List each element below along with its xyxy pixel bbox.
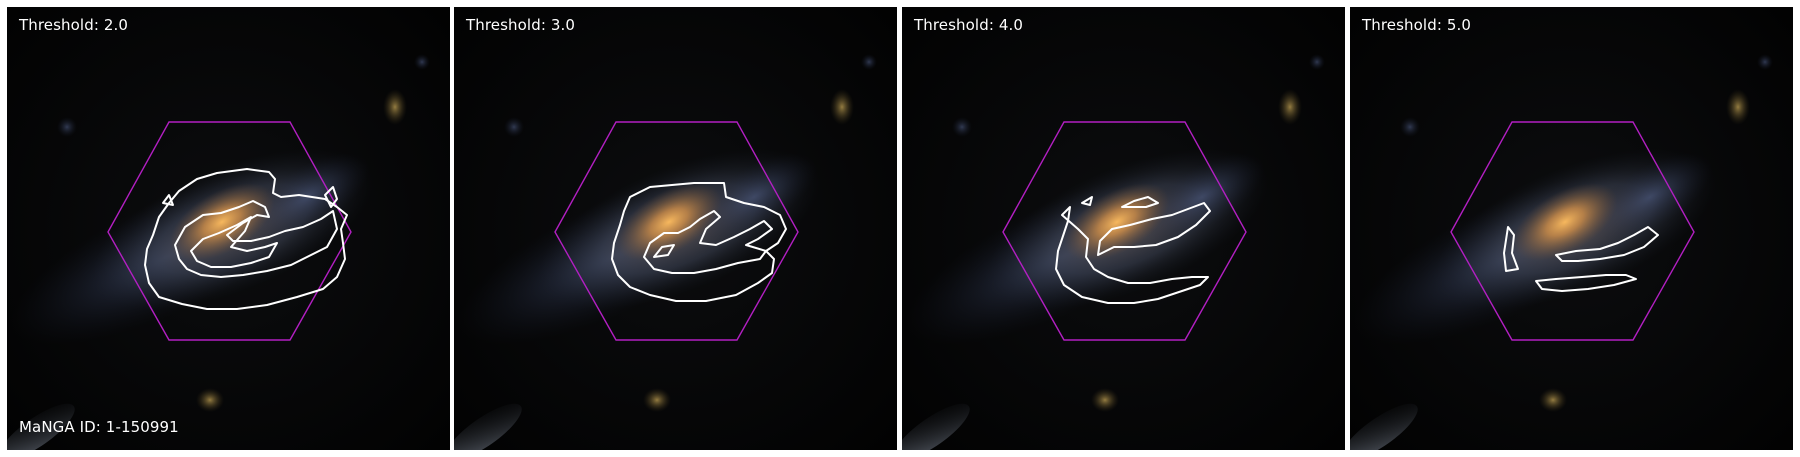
galaxy-image xyxy=(7,7,450,450)
contour-lines xyxy=(144,168,348,310)
threshold-label: Threshold: 5.0 xyxy=(1362,16,1471,34)
panel-threshold-4: Threshold: 4.0 xyxy=(902,7,1345,450)
panel-threshold-3: Threshold: 3.0 xyxy=(454,7,897,450)
contour-lines xyxy=(1503,226,1659,292)
galaxy-image xyxy=(454,7,897,450)
panel-threshold-2: Threshold: 2.0 MaNGA ID: 1-150991 xyxy=(7,7,450,450)
ifu-hexagon xyxy=(554,121,799,341)
ifu-hexagon xyxy=(1450,121,1695,341)
threshold-label: Threshold: 4.0 xyxy=(914,16,1023,34)
galaxy-image xyxy=(902,7,1345,450)
ifu-hexagon xyxy=(107,121,352,341)
threshold-label: Threshold: 3.0 xyxy=(466,16,575,34)
threshold-label: Threshold: 2.0 xyxy=(19,16,128,34)
galaxy-image xyxy=(1350,7,1793,450)
manga-id-label: MaNGA ID: 1-150991 xyxy=(19,418,179,436)
contour-lines xyxy=(611,182,787,302)
panel-threshold-5: Threshold: 5.0 xyxy=(1350,7,1793,450)
ifu-hexagon xyxy=(1002,121,1247,341)
contour-lines xyxy=(1055,196,1211,304)
